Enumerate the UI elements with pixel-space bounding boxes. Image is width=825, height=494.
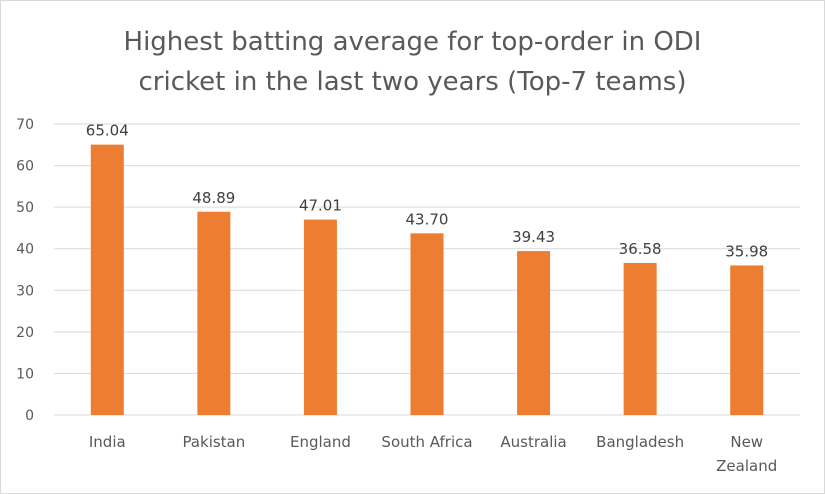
data-label: 43.70 xyxy=(406,210,449,228)
bar xyxy=(197,211,231,415)
data-label: 47.01 xyxy=(299,197,342,215)
category-label: Pakistan xyxy=(182,433,245,451)
y-tick-label: 0 xyxy=(25,408,34,424)
bar xyxy=(303,219,337,415)
y-tick-label: 40 xyxy=(16,242,34,258)
data-label: 48.89 xyxy=(192,189,235,207)
y-tick-label: 20 xyxy=(16,325,34,341)
data-label: 39.43 xyxy=(512,228,555,246)
bar xyxy=(90,144,124,415)
y-tick-label: 50 xyxy=(16,200,34,216)
category-label: India xyxy=(89,433,126,451)
chart-title: Highest batting average for top-order in… xyxy=(0,22,825,102)
bar xyxy=(623,262,657,415)
bar xyxy=(517,251,551,415)
category-label: New xyxy=(730,433,763,451)
chart-title-line-1: Highest batting average for top-order in… xyxy=(123,27,702,57)
y-tick-label: 30 xyxy=(16,283,34,299)
y-tick-label: 10 xyxy=(16,366,34,382)
data-label: 36.58 xyxy=(619,240,662,258)
data-label: 35.98 xyxy=(725,242,768,260)
category-label: Bangladesh xyxy=(596,433,684,451)
category-label: England xyxy=(290,433,351,451)
y-tick-label: 60 xyxy=(16,159,34,175)
category-label: Australia xyxy=(500,433,566,451)
data-label: 65.04 xyxy=(86,122,129,140)
bar xyxy=(730,265,764,415)
chart-title-line-2: cricket in the last two years (Top-7 tea… xyxy=(138,67,687,97)
category-label: South Africa xyxy=(381,433,472,451)
y-tick-label: 70 xyxy=(16,117,34,133)
category-label: Zealand xyxy=(716,457,777,475)
bar xyxy=(410,233,444,415)
